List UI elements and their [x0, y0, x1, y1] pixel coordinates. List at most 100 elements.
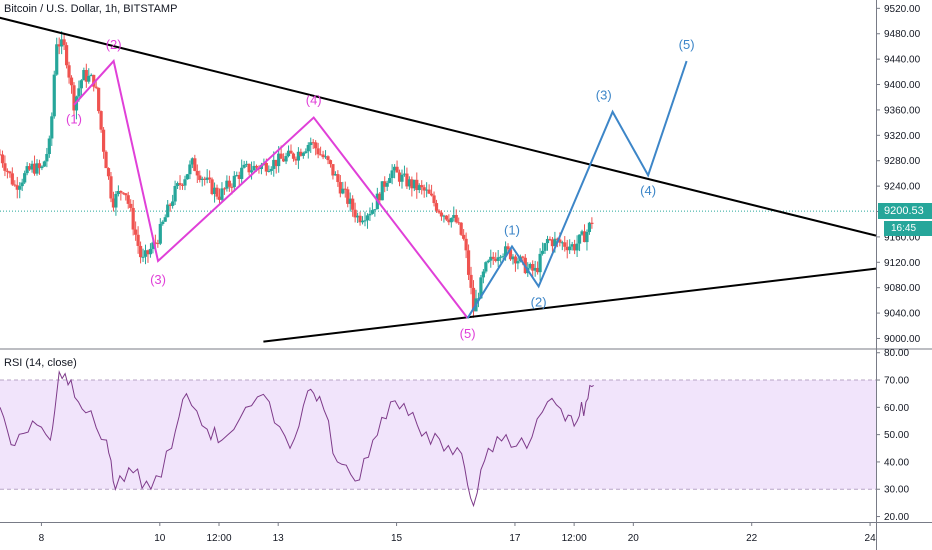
time-tick-label: 12:00	[562, 533, 587, 544]
candle-body	[501, 256, 505, 258]
candle-body	[161, 221, 165, 224]
candle-body	[240, 167, 244, 179]
candle-body	[346, 189, 350, 204]
candle-body	[193, 158, 197, 171]
rsi-line	[0, 369, 594, 508]
candle-body	[84, 70, 88, 82]
candle-body	[163, 217, 167, 222]
candle-body	[395, 166, 399, 173]
blue-wave-label: (4)	[640, 183, 656, 198]
candle-body	[79, 80, 83, 89]
candle-body	[314, 142, 318, 149]
price-tick-label: 9440.00	[884, 55, 921, 66]
candle-body	[577, 234, 582, 244]
rsi-band	[0, 380, 876, 490]
candle-body	[388, 178, 392, 183]
candle-body	[77, 88, 81, 97]
candle-body	[513, 256, 518, 264]
candle-body	[119, 191, 123, 193]
blue-wave-label: (1)	[504, 223, 520, 238]
candle-body	[422, 187, 426, 191]
time-tick-label: 15	[391, 533, 403, 544]
candle-body	[208, 177, 212, 180]
candle-body	[582, 231, 587, 243]
candle-body	[116, 191, 120, 195]
candle-body	[245, 163, 249, 165]
candle-body	[385, 182, 389, 187]
candle-body	[254, 165, 259, 168]
candle-body	[225, 180, 229, 189]
candle-body	[420, 185, 424, 188]
candle-body	[380, 181, 384, 201]
candle-body	[126, 195, 130, 204]
rsi-tick-label: 20.00	[884, 512, 909, 523]
candle-body	[57, 44, 61, 47]
rsi-tick-label: 40.00	[884, 457, 909, 468]
candle-body	[45, 154, 49, 162]
candle-body	[183, 179, 187, 186]
time-tick-label: 24	[865, 533, 877, 544]
candle-body	[496, 257, 500, 261]
candle-body	[106, 168, 111, 177]
candle-body	[558, 239, 562, 243]
candle-body	[171, 201, 175, 206]
candle-body	[538, 253, 542, 273]
candle-body	[363, 220, 367, 222]
candle-body	[449, 218, 453, 223]
candle-body	[575, 243, 579, 251]
candle-body	[185, 174, 190, 180]
candle-body	[511, 256, 515, 260]
candle-body	[175, 183, 180, 186]
candle-body	[454, 215, 458, 223]
candle-body	[299, 151, 303, 156]
time-tick-label: 13	[273, 533, 285, 544]
candle-body	[499, 256, 503, 258]
price-tick-label: 9120.00	[884, 258, 921, 269]
candle-body	[570, 244, 574, 247]
price-tick-label: 9520.00	[884, 4, 921, 15]
candle-body	[410, 179, 414, 189]
magenta-wave-label: (5)	[460, 326, 476, 341]
pattern-lines: (1) (2) (3) (4) (5) (1) (2) (3) (4) (5)	[0, 16, 877, 343]
price-tick-label: 9000.00	[884, 334, 921, 345]
trendline-upper	[0, 16, 877, 237]
candle-body	[141, 256, 145, 258]
candle-body	[565, 246, 569, 251]
candle-body	[427, 189, 431, 194]
candle-body	[124, 193, 128, 196]
candle-body	[252, 165, 256, 171]
candle-body	[489, 256, 493, 261]
candle-body	[205, 177, 209, 180]
candle-body	[232, 175, 236, 188]
price-tick-label: 9360.00	[884, 105, 921, 116]
candle-body	[198, 175, 202, 180]
candle-body	[99, 111, 103, 130]
candle-body	[267, 170, 271, 172]
candle-body	[203, 178, 207, 180]
candle-body	[309, 142, 313, 146]
candle-body	[560, 242, 564, 244]
candle-body	[425, 189, 429, 191]
candle-body	[540, 250, 545, 254]
candle-body	[277, 153, 281, 167]
candle-body	[25, 166, 29, 174]
candle-body	[304, 151, 308, 153]
candle-body	[397, 172, 402, 182]
candle-body	[417, 185, 421, 191]
candle-body	[272, 159, 276, 169]
candle-body	[439, 212, 444, 217]
candle-body	[131, 207, 135, 230]
candle-body	[47, 138, 51, 155]
candle-body	[521, 256, 525, 258]
time-tick-label: 10	[154, 533, 166, 544]
candle-body	[452, 215, 456, 219]
candle-body	[153, 242, 157, 244]
magenta-wave-label: (2)	[106, 37, 122, 52]
magenta-wave-path	[73, 58, 469, 319]
candle-body	[447, 219, 451, 223]
time-tick-label: 22	[746, 533, 758, 544]
candle-body	[178, 183, 182, 185]
candle-body	[291, 153, 296, 159]
candle-body	[412, 179, 416, 189]
candle-body	[486, 260, 490, 263]
